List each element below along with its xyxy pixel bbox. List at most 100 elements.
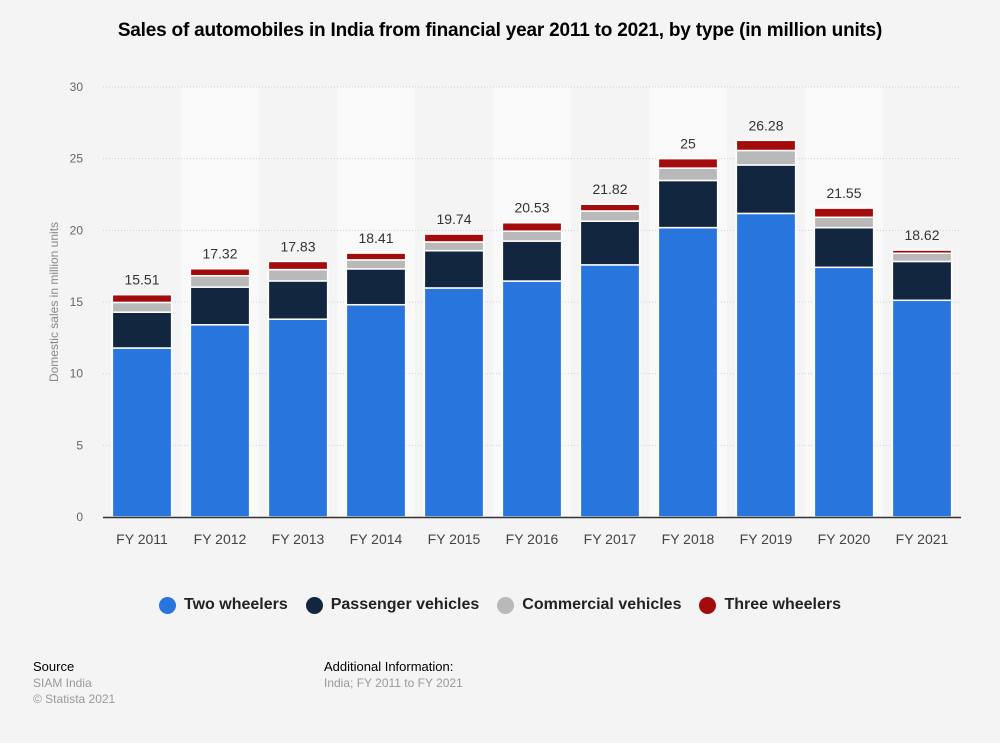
bar-segment-commercial-vehicles[interactable] bbox=[891, 252, 953, 263]
y-axis-ticks: 0 5 10 15 20 25 30 bbox=[70, 80, 84, 524]
data-label: 18.41 bbox=[358, 230, 393, 246]
x-tick-label: FY 2021 bbox=[896, 531, 949, 547]
bar-segment-three-wheelers[interactable] bbox=[111, 293, 173, 304]
x-tick-label: FY 2018 bbox=[662, 531, 715, 547]
bar-segment-three-wheelers[interactable] bbox=[657, 157, 719, 169]
bar-segment-commercial-vehicles[interactable] bbox=[579, 210, 641, 222]
y-tick-label: 25 bbox=[70, 152, 84, 166]
bars bbox=[111, 139, 953, 518]
x-tick-label: FY 2019 bbox=[740, 531, 793, 547]
data-labels: 15.51 17.32 17.83 18.41 19.74 20.53 21.82 25 26.… bbox=[124, 117, 939, 287]
x-tick-label: FY 2016 bbox=[506, 531, 559, 547]
x-tick-label: FY 2015 bbox=[428, 531, 481, 547]
x-tick-label: FY 2013 bbox=[272, 531, 325, 547]
bar-segment-three-wheelers[interactable] bbox=[735, 139, 797, 152]
bar-segment-two-wheelers[interactable] bbox=[423, 287, 485, 518]
data-label: 17.32 bbox=[202, 246, 237, 262]
y-tick-label: 15 bbox=[70, 295, 84, 309]
data-label: 21.82 bbox=[592, 181, 627, 197]
bar-segment-three-wheelers[interactable] bbox=[423, 233, 485, 243]
data-label: 17.83 bbox=[280, 238, 315, 254]
bar-segment-two-wheelers[interactable] bbox=[891, 299, 953, 518]
x-tick-label: FY 2017 bbox=[584, 531, 637, 547]
stacked-bar-chart: 0 5 10 15 20 25 30 Domestic sales in million u… bbox=[47, 80, 961, 547]
legend-item-two-wheelers[interactable]: Two wheelers bbox=[159, 596, 288, 614]
bar-segment-passenger-vehicles[interactable] bbox=[111, 311, 173, 349]
bar-segment-commercial-vehicles[interactable] bbox=[501, 230, 563, 242]
legend-dot-icon bbox=[497, 596, 515, 614]
legend-label: Three wheelers bbox=[724, 596, 841, 613]
legend-label: Two wheelers bbox=[184, 596, 288, 613]
x-axis-ticks: FY 2011 FY 2012 FY 2013 FY 2014 FY 2015 FY 20… bbox=[116, 531, 948, 547]
copyright: © Statista 2021 bbox=[33, 692, 116, 706]
legend-item-commercial-vehicles[interactable]: Commercial vehicles bbox=[497, 596, 681, 614]
data-label: 21.55 bbox=[826, 185, 861, 201]
bar-segment-passenger-vehicles[interactable] bbox=[267, 280, 329, 320]
bar-segment-three-wheelers[interactable] bbox=[891, 249, 953, 255]
bar-segment-two-wheelers[interactable] bbox=[735, 212, 797, 518]
legend-dot-icon bbox=[305, 596, 323, 614]
source-name[interactable]: SIAM India bbox=[33, 676, 92, 690]
bar-segment-two-wheelers[interactable] bbox=[501, 280, 563, 518]
y-tick-label: 0 bbox=[76, 510, 83, 524]
bar-segment-commercial-vehicles[interactable] bbox=[189, 275, 251, 288]
data-label: 15.51 bbox=[124, 272, 159, 288]
bar-segment-passenger-vehicles[interactable] bbox=[579, 220, 641, 266]
y-tick-label: 10 bbox=[70, 367, 84, 381]
x-tick-label: FY 2011 bbox=[116, 531, 168, 547]
bar-segment-three-wheelers[interactable] bbox=[345, 252, 407, 261]
bar-segment-two-wheelers[interactable] bbox=[345, 303, 407, 518]
bar-segment-commercial-vehicles[interactable] bbox=[423, 241, 485, 252]
bar-segment-three-wheelers[interactable] bbox=[189, 267, 251, 277]
legend-item-passenger-vehicles[interactable]: Passenger vehicles bbox=[305, 596, 480, 614]
x-tick-label: FY 2014 bbox=[350, 531, 403, 547]
bar-segment-two-wheelers[interactable] bbox=[189, 324, 251, 518]
bar-segment-commercial-vehicles[interactable] bbox=[111, 301, 173, 313]
bar-segment-passenger-vehicles[interactable] bbox=[189, 286, 251, 326]
source-block: Source SIAM India © Statista 2021 bbox=[33, 659, 115, 707]
bar-segment-commercial-vehicles[interactable] bbox=[735, 149, 797, 166]
legend-item-three-wheelers[interactable]: Three wheelers bbox=[699, 596, 841, 614]
data-label: 20.53 bbox=[514, 200, 549, 216]
bar-segment-three-wheelers[interactable] bbox=[813, 207, 875, 219]
y-axis-label: Domestic sales in million units bbox=[47, 222, 61, 382]
bar-segment-passenger-vehicles[interactable] bbox=[891, 260, 953, 302]
legend-label: Commercial vehicles bbox=[522, 596, 682, 613]
legend: Two wheelers Passenger vehicles Commerci… bbox=[0, 596, 1000, 614]
y-tick-label: 30 bbox=[70, 80, 84, 94]
y-tick-label: 5 bbox=[76, 438, 83, 452]
bar-segment-two-wheelers[interactable] bbox=[267, 318, 329, 518]
source-heading: Source bbox=[33, 659, 75, 674]
bar-segment-commercial-vehicles[interactable] bbox=[813, 216, 875, 229]
bar-segment-two-wheelers[interactable] bbox=[579, 264, 641, 518]
bar-segment-passenger-vehicles[interactable] bbox=[813, 226, 875, 269]
bar-segment-passenger-vehicles[interactable] bbox=[501, 240, 563, 282]
bar-segment-passenger-vehicles[interactable] bbox=[423, 249, 485, 289]
bar-segment-passenger-vehicles[interactable] bbox=[657, 179, 719, 229]
additional-info-heading: Additional Information: bbox=[324, 659, 454, 674]
bar-segment-passenger-vehicles[interactable] bbox=[345, 268, 407, 306]
data-label: 19.74 bbox=[436, 211, 471, 227]
additional-info-text: India; FY 2011 to FY 2021 bbox=[324, 676, 463, 690]
y-tick-label: 20 bbox=[70, 223, 84, 237]
x-tick-label: FY 2012 bbox=[194, 531, 247, 547]
x-tick-label: FY 2020 bbox=[818, 531, 871, 547]
legend-label: Passenger vehicles bbox=[330, 596, 480, 613]
data-label: 25 bbox=[680, 136, 696, 152]
data-label: 26.28 bbox=[748, 117, 783, 133]
bar-segment-commercial-vehicles[interactable] bbox=[267, 268, 329, 282]
bar-segment-two-wheelers[interactable] bbox=[657, 226, 719, 518]
bar-segment-commercial-vehicles[interactable] bbox=[345, 259, 407, 270]
bar-segment-two-wheelers[interactable] bbox=[111, 347, 173, 518]
bar-segment-passenger-vehicles[interactable] bbox=[735, 164, 797, 215]
chart-title: Sales of automobiles in India from finan… bbox=[117, 20, 883, 41]
bar-segment-three-wheelers[interactable] bbox=[579, 203, 641, 212]
data-label: 18.62 bbox=[904, 227, 939, 243]
additional-info-block: Additional Information: India; FY 2011 t… bbox=[324, 659, 463, 691]
bar-segment-two-wheelers[interactable] bbox=[813, 266, 875, 518]
bar-segment-commercial-vehicles[interactable] bbox=[657, 167, 719, 182]
bar-segment-three-wheelers[interactable] bbox=[501, 221, 563, 232]
bar-segment-three-wheelers[interactable] bbox=[267, 260, 329, 271]
legend-dot-icon bbox=[699, 596, 717, 614]
legend-dot-icon bbox=[159, 596, 176, 614]
